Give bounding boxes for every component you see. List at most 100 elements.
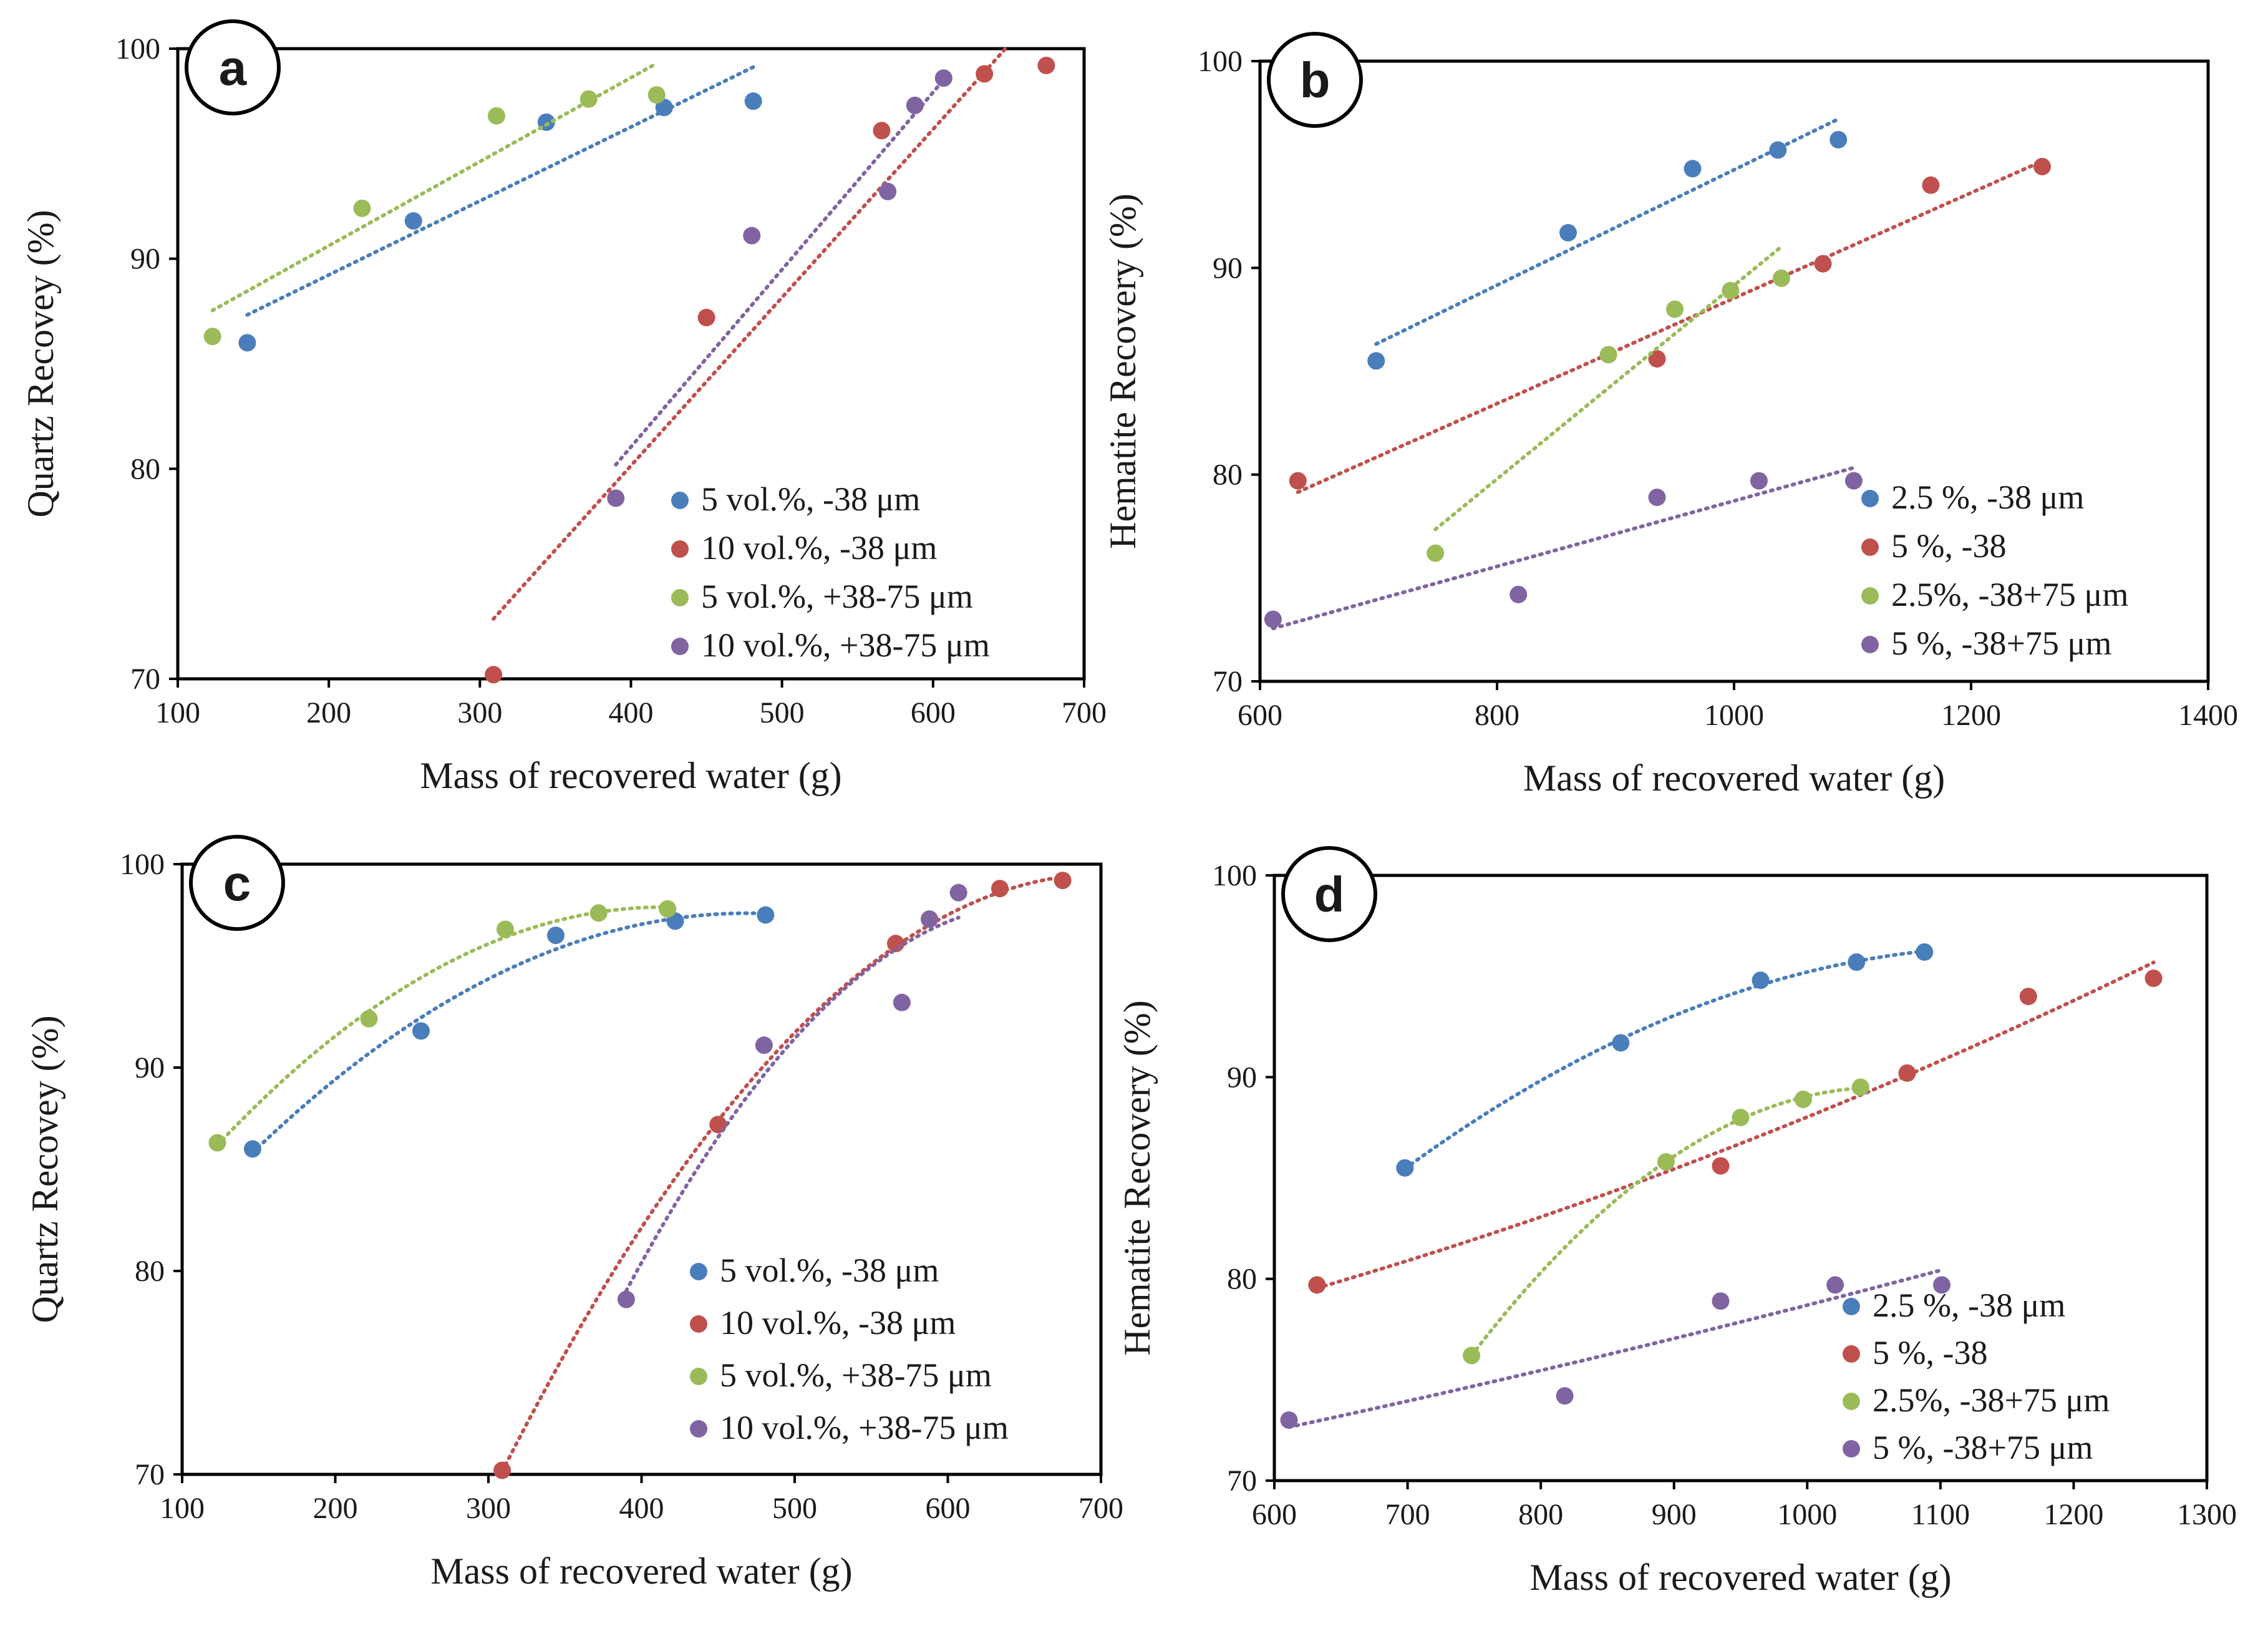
x-tick-label: 100 — [160, 1492, 205, 1525]
legend-marker — [1843, 1345, 1860, 1363]
data-point-10-vol-38-75-m — [743, 226, 761, 245]
legend-marker — [1843, 1440, 1860, 1458]
data-point-2-5-38-m — [1612, 1034, 1630, 1052]
data-point-5-vol-38-75-m — [208, 1134, 226, 1152]
panel-badge — [185, 19, 281, 115]
data-point-5-vol-38-m — [757, 906, 775, 924]
data-point-5-vol-38-m — [404, 212, 422, 230]
trendline-10-vol-38-75-m — [614, 78, 946, 467]
y-tick-label: 70 — [135, 1458, 165, 1491]
data-point-5-38-75-m — [1510, 585, 1528, 603]
legend-marker — [1843, 1298, 1860, 1315]
data-point-10-vol-38-75-m — [921, 910, 939, 928]
x-tick-label: 800 — [1518, 1498, 1563, 1531]
legend-marker — [1843, 1393, 1860, 1410]
data-point-5-vol-38-75-m — [487, 107, 505, 125]
legend-marker — [671, 492, 689, 509]
x-tick-label: 300 — [457, 696, 502, 729]
legend: 2.5 %, -38 μm 5 %, -38 2.5%, -38+75 μm 5 %,… — [1861, 479, 2128, 662]
panel-badge — [189, 835, 285, 931]
panel-badge — [1281, 846, 1377, 942]
legend-marker — [1861, 538, 1879, 556]
trendline-10-vol-38-m — [500, 875, 1065, 1474]
data-point-10-vol-38-75-m — [893, 993, 911, 1011]
legend-marker — [690, 1420, 707, 1438]
legend-label: 2.5 %, -38 μm — [1891, 479, 2084, 516]
data-point-5-vol-38-75-m — [360, 1010, 378, 1028]
legend-label: 10 vol.%, +38-75 μm — [720, 1409, 1009, 1446]
data-point-5-38-75-m — [1556, 1387, 1574, 1405]
x-tick-label: 300 — [466, 1492, 511, 1525]
data-point-10-vol-38-75-m — [934, 69, 952, 87]
x-tick-label: 600 — [926, 1492, 971, 1525]
data-point-5-38-75-m — [1826, 1276, 1844, 1294]
data-point-10-vol-38-75-m — [906, 96, 924, 114]
y-tick-label: 80 — [1227, 1263, 1257, 1296]
y-axis-title: Quartz Recovey (%) — [24, 1015, 65, 1323]
data-point-5-38-75-m — [1750, 472, 1768, 490]
data-point-10-vol-38-75-m — [879, 182, 897, 200]
y-tick-label: 90 — [135, 1051, 165, 1084]
chart-panel-a: 100 200 300 400 500 600 700 70 80 90 100 Mass of re… — [20, 19, 1107, 796]
x-tick-label: 700 — [1062, 696, 1107, 729]
y-tick-label: 100 — [1212, 859, 1257, 892]
plot-frame — [1272, 874, 2209, 1482]
trendline-5-38-75-m — [1271, 465, 1856, 631]
x-tick-label: 1400 — [2178, 699, 2238, 732]
legend: 5 vol.%, -38 μm 10 vol.%, -38 μm 5 vol.%, … — [671, 480, 990, 664]
panel-badge — [1267, 32, 1363, 128]
panel-label: d — [1314, 867, 1345, 922]
data-point-5-38-75-m — [1280, 1411, 1298, 1429]
trendline-5-vol-38-m — [250, 911, 768, 1155]
legend-marker — [690, 1315, 707, 1333]
trendline-10-vol-38-m — [492, 43, 1010, 621]
y-tick-label: 90 — [1227, 1061, 1257, 1094]
legend-label: 10 vol.%, -38 μm — [720, 1304, 956, 1341]
panel-label: b — [1300, 52, 1330, 108]
data-point-5-38 — [2144, 969, 2163, 987]
legend: 2.5 %, -38 μm 5 %, -38 2.5%, -38+75 μm 5 %,… — [1843, 1287, 2110, 1466]
y-axis-title: Hematite Recovery (%) — [1102, 193, 1143, 549]
x-tick-label: 600 — [911, 696, 956, 729]
x-tick-label: 500 — [760, 696, 805, 729]
data-point-5-vol-38-75-m — [579, 90, 598, 108]
legend-label: 5 vol.%, +38-75 μm — [701, 578, 973, 615]
data-point-5-vol-38-m — [243, 1140, 261, 1158]
data-point-5-vol-38-75-m — [203, 328, 221, 346]
x-axis-title: Mass of recovered water (g) — [1529, 1557, 1951, 1598]
y-tick-label: 100 — [1198, 45, 1243, 78]
data-point-5-38 — [1289, 472, 1307, 490]
trendline-10-vol-38-75-m — [624, 915, 961, 1293]
x-tick-label: 100 — [155, 696, 200, 729]
legend-label: 2.5%, -38+75 μm — [1891, 576, 2128, 613]
data-point-10-vol-38-m — [976, 65, 994, 83]
legend-marker — [1861, 587, 1879, 605]
trendline-5-vol-38-m — [245, 65, 755, 317]
legend-marker — [671, 589, 689, 606]
y-tick-label: 70 — [130, 663, 160, 696]
trendline-5-vol-38-75-m — [210, 61, 659, 313]
trendline-5-38-75-m — [1287, 1268, 1944, 1429]
data-point-5-38-75-m — [1264, 610, 1282, 628]
trendline-2-5-38-m — [1374, 117, 1841, 346]
data-point-5-vol-38-75-m — [353, 199, 371, 217]
data-point-5-38 — [2033, 157, 2051, 175]
data-point-5-vol-38-75-m — [659, 900, 677, 918]
data-point-2-5-38-75-m — [1599, 346, 1617, 364]
legend-label: 5 %, -38 — [1873, 1334, 1987, 1371]
legend-label: 5 vol.%, -38 μm — [701, 480, 920, 518]
data-point-2-5-38-m — [1829, 130, 1848, 148]
trendline-5-38 — [1296, 159, 2044, 494]
legend-label: 5 vol.%, +38-75 μm — [720, 1356, 992, 1394]
legend-marker — [671, 638, 689, 655]
data-point-5-vol-38-75-m — [497, 920, 515, 938]
y-tick-label: 70 — [1227, 1464, 1257, 1497]
data-point-10-vol-38-75-m — [755, 1036, 773, 1054]
data-point-5-38 — [1814, 255, 1832, 273]
legend-marker — [1861, 636, 1879, 653]
data-point-10-vol-38-75-m — [949, 884, 967, 902]
data-point-5-vol-38-m — [547, 927, 565, 945]
x-tick-label: 700 — [1078, 1492, 1123, 1525]
data-point-2-5-38-75-m — [1722, 281, 1740, 299]
